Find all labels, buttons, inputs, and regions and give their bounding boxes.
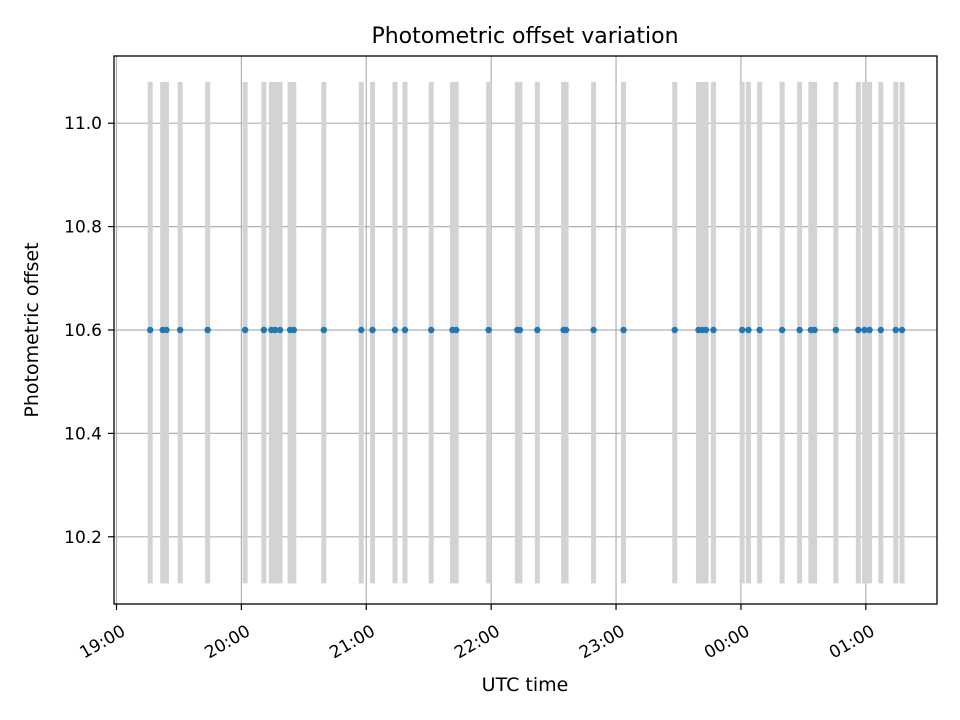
data-point-33 <box>738 326 746 334</box>
data-point-0 <box>147 326 154 334</box>
y-tick-label-1: 10.4 <box>64 424 102 444</box>
data-point-9 <box>276 326 284 334</box>
data-point-6 <box>260 326 268 334</box>
data-point-31 <box>702 326 710 334</box>
data-point-39 <box>811 326 818 334</box>
data-point-37 <box>796 326 803 334</box>
data-point-14 <box>369 326 376 334</box>
data-point-8 <box>271 326 279 334</box>
data-point-22 <box>516 326 524 334</box>
data-point-2 <box>163 326 170 334</box>
data-point-26 <box>590 326 597 334</box>
data-point-34 <box>745 326 752 334</box>
data-point-17 <box>428 326 435 334</box>
data-point-12 <box>320 326 328 334</box>
data-point-20 <box>485 326 492 334</box>
y-tick-label-3: 10.8 <box>64 218 102 238</box>
data-point-32 <box>710 326 717 334</box>
data-point-27 <box>620 326 627 334</box>
data-point-44 <box>877 326 885 334</box>
y-tick-label-4: 11.0 <box>64 114 102 134</box>
x-axis-label: UTC time <box>482 674 569 696</box>
data-point-3 <box>176 326 184 334</box>
data-point-46 <box>898 326 906 334</box>
data-point-45 <box>892 326 899 334</box>
data-point-23 <box>534 326 541 334</box>
data-point-11 <box>290 326 298 334</box>
y-tick-label-2: 10.6 <box>64 321 102 341</box>
data-point-42 <box>861 326 868 334</box>
data-point-16 <box>401 326 409 334</box>
data-point-28 <box>671 326 678 334</box>
data-point-19 <box>452 326 460 334</box>
chart-title: Photometric offset variation <box>371 24 678 49</box>
data-point-35 <box>756 326 763 334</box>
data-point-40 <box>832 326 840 334</box>
data-point-4 <box>204 326 211 334</box>
data-point-25 <box>562 326 570 334</box>
y-axis-label: Photometric offset <box>21 242 43 417</box>
y-axis: 10.2 10.4 10.6 10.8 11.0 <box>64 114 114 548</box>
data-points <box>147 326 906 334</box>
data-point-41 <box>855 326 862 334</box>
data-point-15 <box>391 326 399 334</box>
data-point-5 <box>241 326 249 334</box>
data-point-43 <box>866 326 873 334</box>
y-tick-label-0: 10.2 <box>64 528 102 548</box>
data-point-36 <box>778 326 786 334</box>
data-point-13 <box>358 326 365 334</box>
